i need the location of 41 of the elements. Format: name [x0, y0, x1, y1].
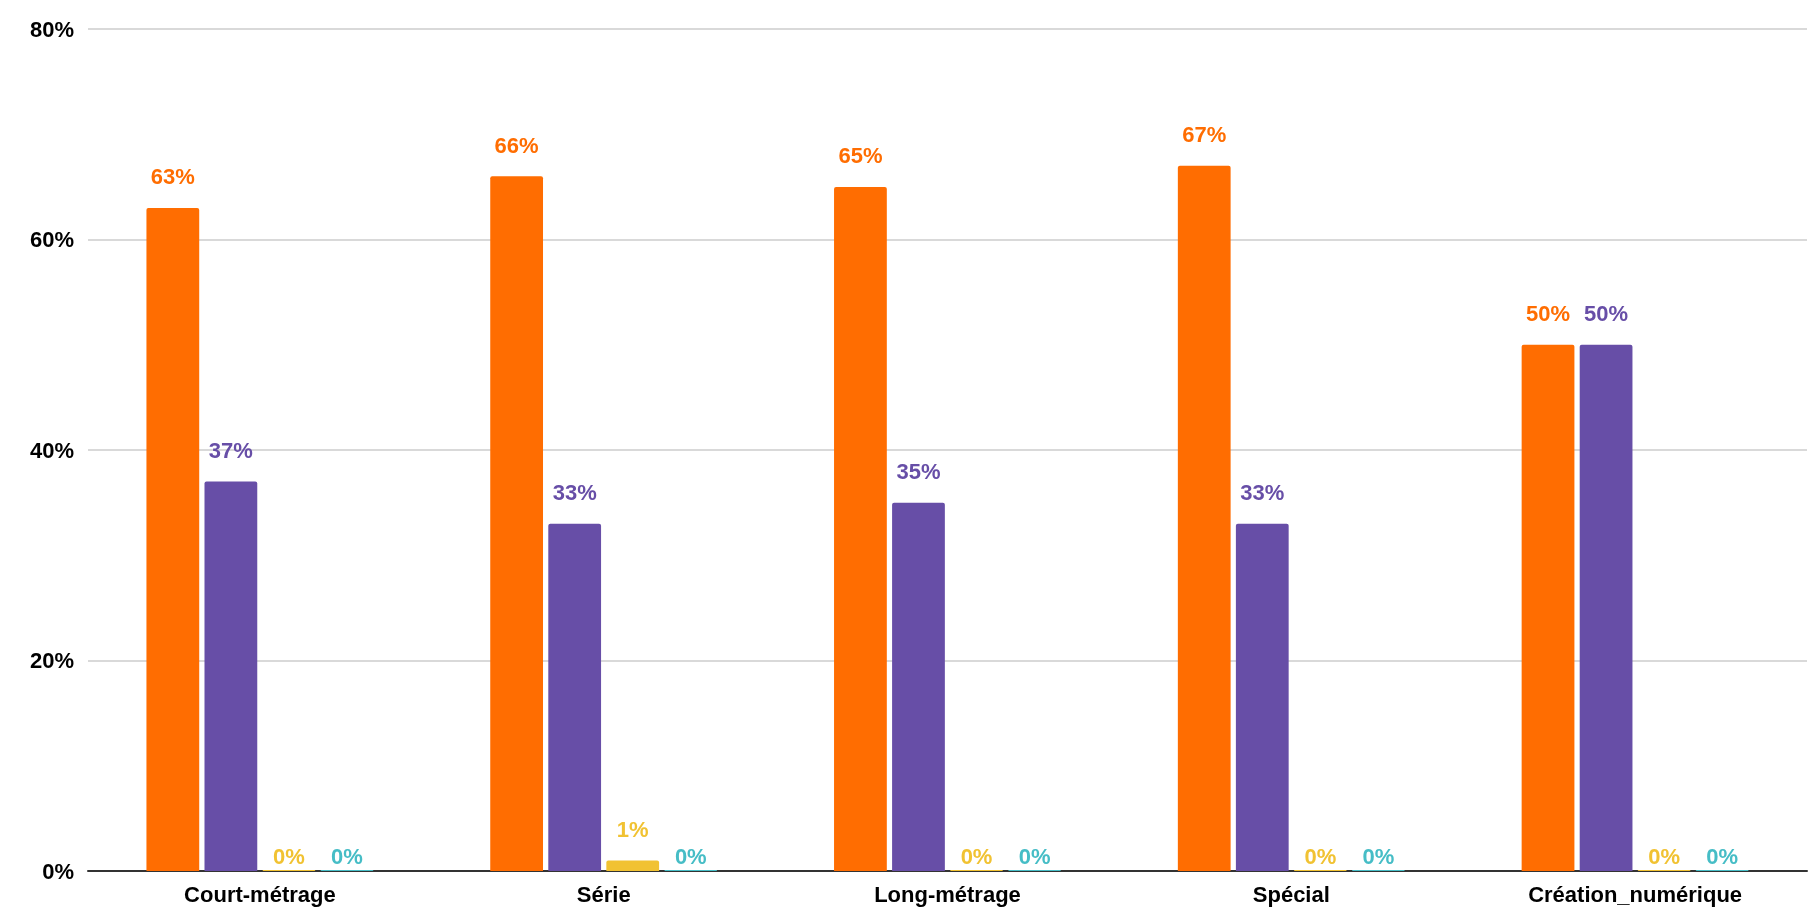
bar — [1235, 523, 1289, 871]
data-label: 0% — [273, 843, 305, 869]
y-tick-label: 80% — [29, 16, 74, 42]
y-tick-label: 40% — [29, 437, 74, 463]
data-label: 37% — [208, 438, 253, 464]
x-tick-label: Série — [576, 881, 631, 907]
bar — [1579, 344, 1633, 871]
bar — [146, 207, 200, 871]
x-tick-label: Court-métrage — [184, 881, 336, 907]
y-tick-label: 60% — [29, 227, 74, 252]
y-tick-label: 20% — [29, 648, 74, 673]
data-label: 35% — [896, 459, 941, 485]
data-label: 0% — [674, 843, 707, 869]
bar — [548, 523, 602, 871]
x-tick-label: Long-métrage — [874, 881, 1021, 907]
data-label: 63% — [150, 164, 195, 190]
bar — [490, 176, 544, 871]
bar — [606, 860, 660, 871]
data-label: 33% — [1240, 480, 1285, 506]
data-label: 50% — [1584, 301, 1629, 327]
data-label: 33% — [552, 480, 597, 506]
data-label: 66% — [494, 132, 539, 158]
data-label: 65% — [838, 143, 883, 169]
bar — [834, 186, 887, 871]
bar — [1521, 344, 1575, 871]
x-tick-label: Création_numérique — [1528, 881, 1743, 907]
x-tick-label: Spécial — [1252, 881, 1330, 907]
data-label: 0% — [331, 843, 363, 869]
data-label: 50% — [1526, 301, 1571, 327]
data-label: 0% — [1706, 843, 1739, 869]
y-tick-label: 0% — [42, 858, 74, 884]
data-label: 1% — [616, 816, 649, 842]
data-label: 0% — [1018, 843, 1051, 869]
data-label: 0% — [1648, 843, 1681, 869]
data-label: 0% — [1362, 843, 1395, 869]
bar — [1177, 165, 1231, 871]
bar — [892, 502, 945, 871]
data-label: 67% — [1182, 122, 1227, 148]
bar — [204, 481, 258, 871]
data-label: 0% — [960, 843, 993, 869]
data-label: 0% — [1304, 843, 1337, 869]
